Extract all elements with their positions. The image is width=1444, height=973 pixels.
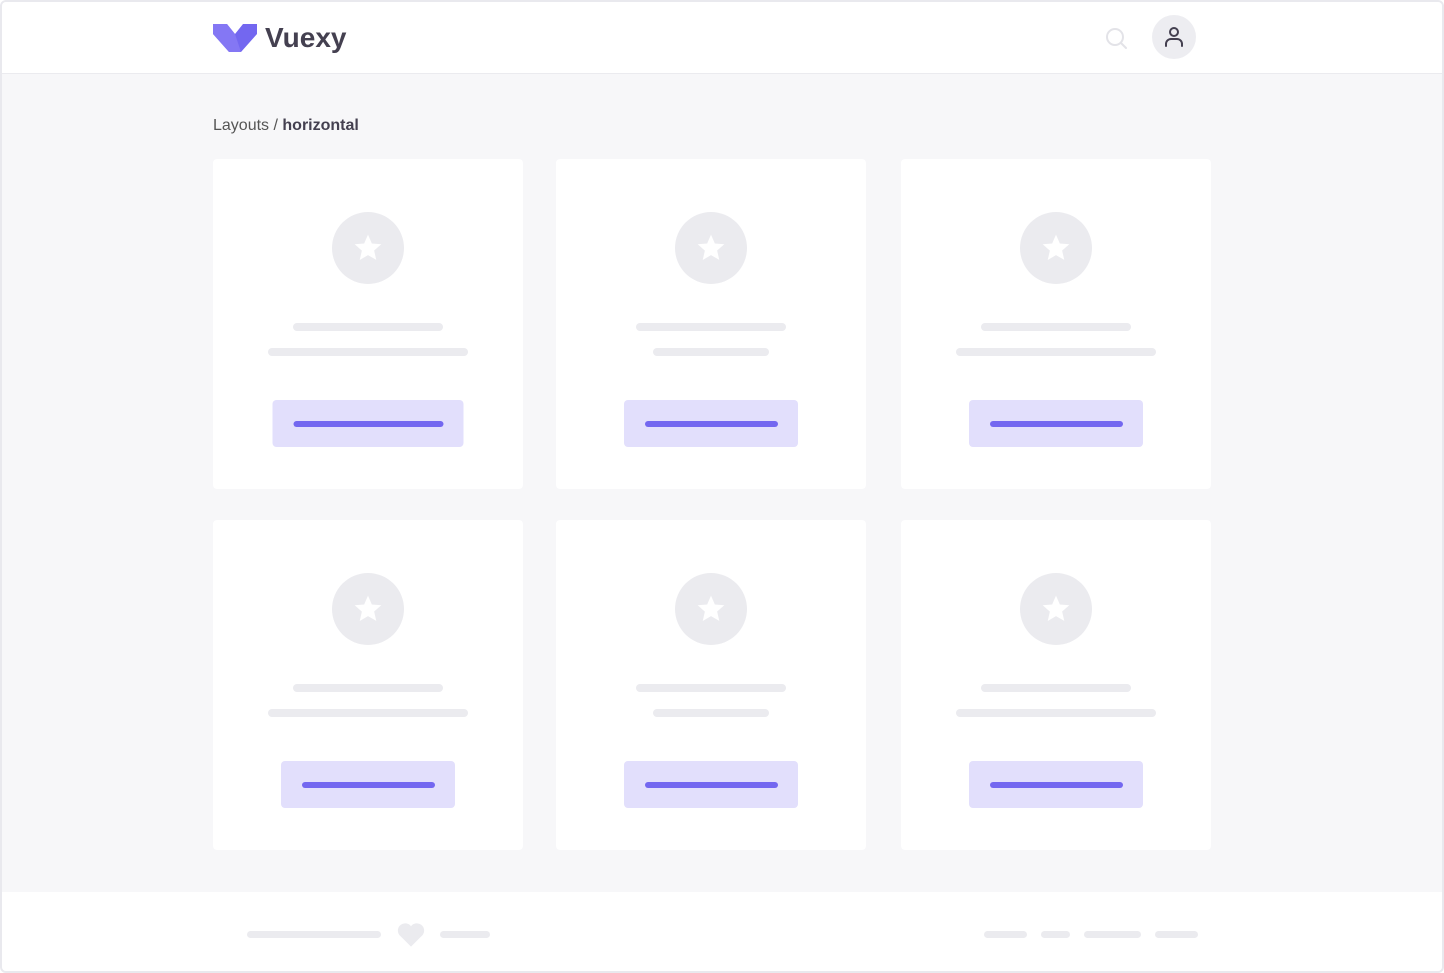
placeholder-text	[956, 348, 1156, 356]
placeholder-title	[636, 323, 786, 331]
breadcrumb-current: horizontal	[282, 117, 359, 134]
breadcrumb-separator: /	[269, 117, 283, 134]
placeholder-card	[556, 520, 866, 850]
footer-placeholder-text	[247, 931, 381, 938]
button-placeholder-label	[293, 420, 443, 427]
star-icon	[697, 234, 725, 260]
button-placeholder-label	[644, 420, 778, 427]
placeholder-title	[981, 684, 1131, 692]
card-button[interactable]	[281, 761, 455, 808]
icon-circle	[332, 212, 404, 284]
card-button[interactable]	[624, 400, 798, 447]
star-icon	[1042, 234, 1070, 260]
button-placeholder-label	[301, 781, 435, 788]
card-button[interactable]	[624, 761, 798, 808]
user-icon	[1165, 27, 1183, 47]
footer-link[interactable]	[984, 931, 1027, 938]
button-placeholder-label	[644, 781, 778, 788]
search-icon[interactable]	[1105, 27, 1129, 51]
heart-icon	[397, 923, 425, 947]
button-placeholder-label	[989, 420, 1123, 427]
placeholder-card	[901, 159, 1211, 489]
footer	[2, 892, 1442, 971]
icon-circle	[1020, 212, 1092, 284]
placeholder-text	[268, 709, 468, 717]
placeholder-text	[653, 709, 769, 717]
placeholder-card	[901, 520, 1211, 850]
placeholder-title	[293, 323, 443, 331]
placeholder-title	[636, 684, 786, 692]
icon-circle	[1020, 573, 1092, 645]
breadcrumb-parent[interactable]: Layouts	[213, 117, 270, 134]
placeholder-card	[213, 520, 523, 850]
star-icon	[354, 234, 382, 260]
star-icon	[1042, 595, 1070, 621]
icon-circle	[332, 573, 404, 645]
footer-placeholder-text	[440, 931, 490, 938]
star-icon	[354, 595, 382, 621]
placeholder-card	[213, 159, 523, 489]
star-icon	[697, 595, 725, 621]
placeholder-text	[268, 348, 468, 356]
placeholder-title	[293, 684, 443, 692]
placeholder-title	[981, 323, 1131, 331]
placeholder-card	[556, 159, 866, 489]
placeholder-text	[653, 348, 769, 356]
footer-link[interactable]	[1084, 931, 1141, 938]
footer-link[interactable]	[1155, 931, 1198, 938]
icon-circle	[675, 573, 747, 645]
user-avatar[interactable]	[1152, 15, 1196, 59]
vuexy-logo-icon[interactable]	[213, 22, 257, 54]
breadcrumb: Layouts / horizontal	[213, 117, 359, 135]
footer-link[interactable]	[1041, 931, 1070, 938]
brand-name[interactable]: Vuexy	[265, 22, 347, 53]
card-button[interactable]	[969, 400, 1143, 447]
card-button[interactable]	[272, 400, 464, 447]
card-button[interactable]	[969, 761, 1143, 808]
button-placeholder-label	[989, 781, 1123, 788]
placeholder-text	[956, 709, 1156, 717]
icon-circle	[675, 212, 747, 284]
top-navbar: Vuexy	[2, 2, 1442, 74]
